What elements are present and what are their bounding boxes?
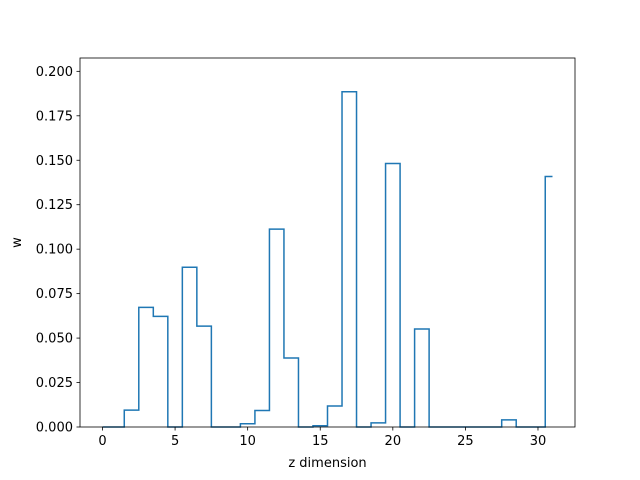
x-tick-label: 20 [385,434,402,449]
y-tick-label: 0.100 [36,243,73,258]
y-tick-label: 0.075 [36,287,73,302]
y-tick-label: 0.025 [36,376,73,391]
y-tick-label: 0.150 [36,154,73,169]
y-axis-label: w [10,237,25,248]
x-tick-label: 30 [530,434,547,449]
y-tick-label: 0.000 [36,421,73,436]
y-tick-label: 0.200 [36,65,73,80]
x-tick-label: 10 [239,434,256,449]
plot-area [79,57,576,428]
axis-ticks: 0 5 10 15 20 25 30 0.000 0.025 0.050 0.075 0.100 0.1… [36,65,546,449]
x-tick-label: 15 [312,434,329,449]
y-tick-label: 0.050 [36,332,73,347]
y-tick-label: 0.175 [36,109,73,124]
x-tick-label: 0 [98,434,106,449]
x-axis-label: z dimension [288,456,366,471]
y-tick-label: 0.125 [36,198,73,213]
axes-frame [79,57,576,428]
x-tick-label: 25 [457,434,474,449]
x-tick-label: 5 [171,434,179,449]
